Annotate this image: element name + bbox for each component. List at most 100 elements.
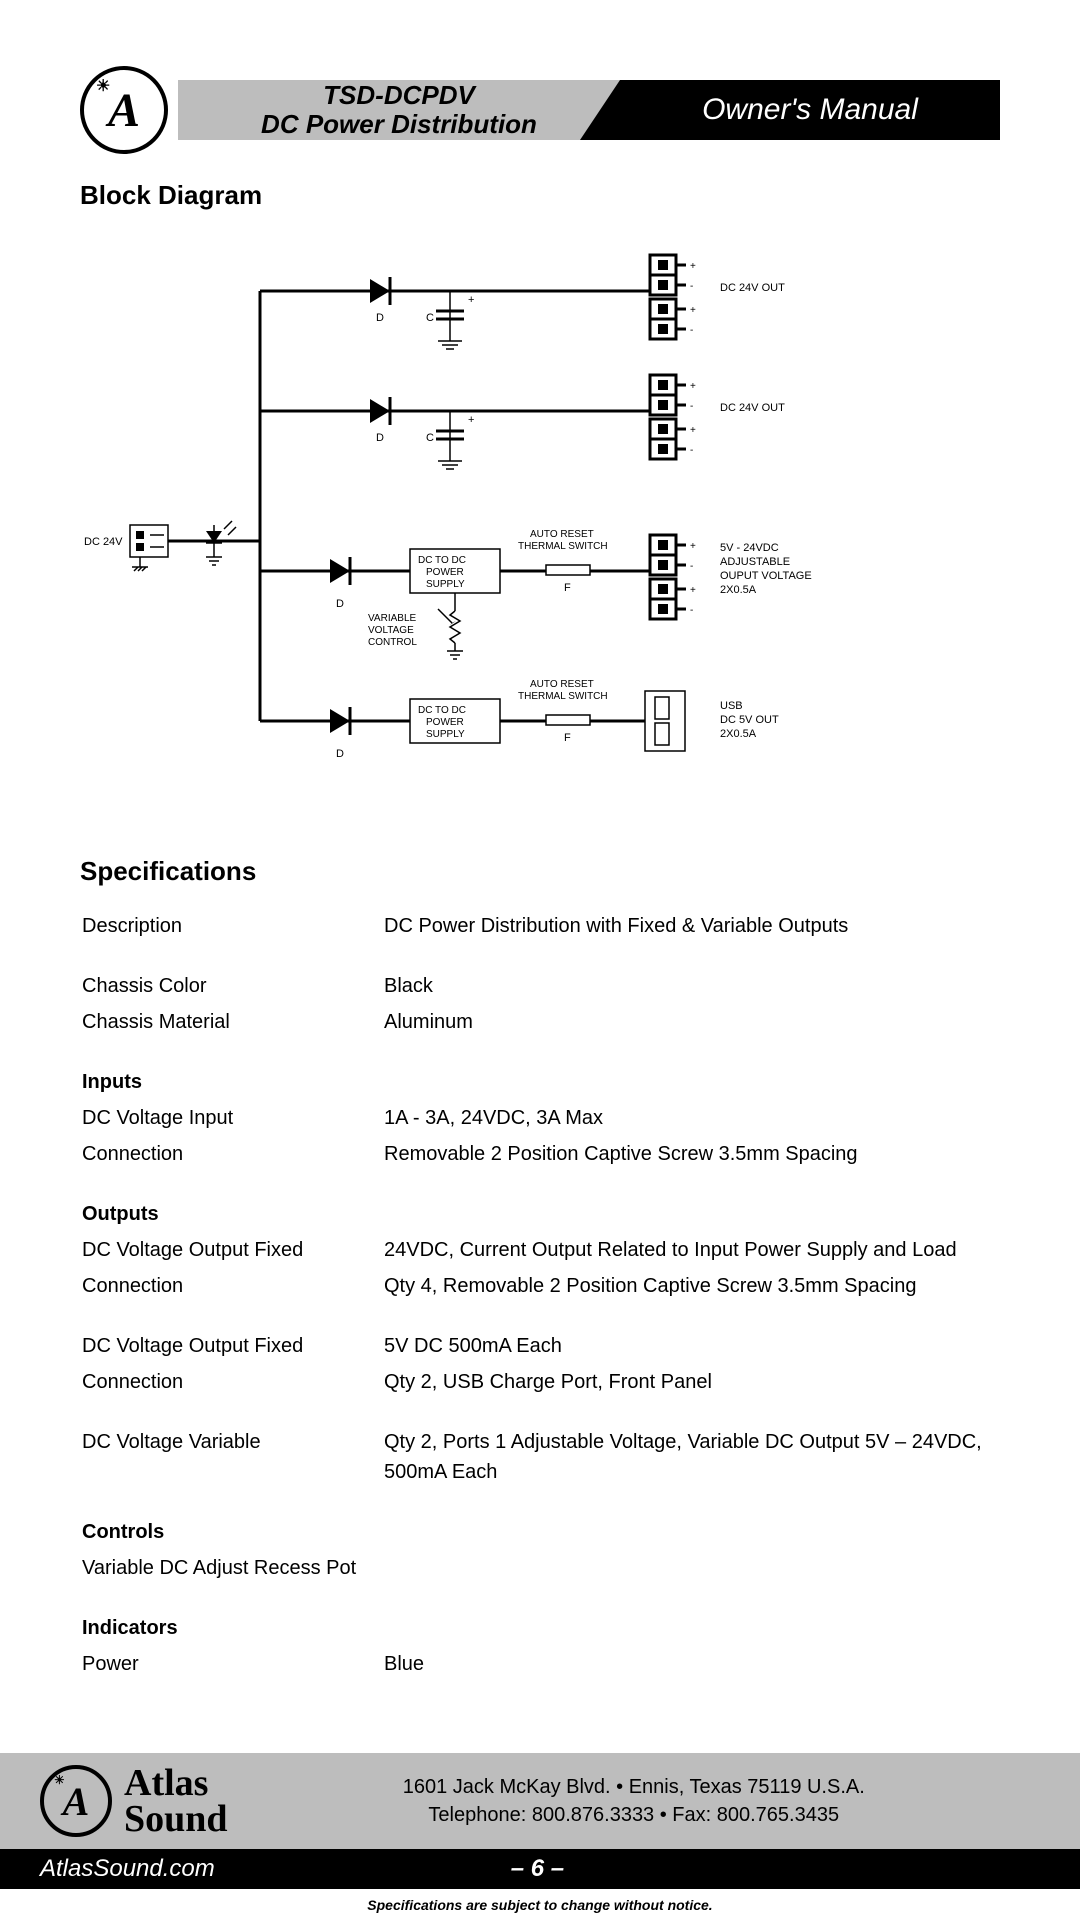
svg-text:SUPPLY: SUPPLY [426, 729, 465, 740]
svg-text:+: + [690, 585, 696, 596]
doc-type: Owner's Manual [620, 80, 1000, 140]
title-banner: TSD-DCPDV DC Power Distribution Owner's … [178, 80, 1000, 140]
spec-row: DC Voltage Input1A - 3A, 24VDC, 3A Max [82, 1101, 998, 1135]
svg-text:VARIABLE: VARIABLE [368, 613, 416, 624]
svg-text:THERMAL SWITCH: THERMAL SWITCH [518, 691, 608, 702]
spec-key: Connection [82, 1137, 382, 1171]
spec-value [384, 1551, 998, 1585]
spec-value [384, 1611, 998, 1645]
spec-row: DescriptionDC Power Distribution with Fi… [82, 909, 998, 943]
svg-text:VOLTAGE: VOLTAGE [368, 625, 414, 636]
spec-row: Controls [82, 1515, 998, 1549]
spec-value [384, 1197, 998, 1231]
spec-row: ConnectionQty 4, Removable 2 Position Ca… [82, 1269, 998, 1303]
specifications-heading: Specifications [80, 856, 1000, 887]
spec-row: DC Voltage VariableQty 2, Ports 1 Adjust… [82, 1425, 998, 1489]
svg-text:SUPPLY: SUPPLY [426, 579, 465, 590]
svg-text:2X0.5A: 2X0.5A [720, 584, 757, 596]
brand-line2: Sound [124, 1798, 228, 1840]
svg-text:OUPUT VOLTAGE: OUPUT VOLTAGE [720, 570, 812, 582]
svg-text:-: - [690, 401, 693, 412]
branch-1: D + C + - + - DC 24V OUT [260, 255, 785, 349]
svg-text:2X0.5A: 2X0.5A [720, 728, 757, 740]
svg-text:DC TO DC: DC TO DC [418, 555, 466, 566]
branch-3: D DC TO DC POWER SUPPLY VARIABLE VOLTAGE… [260, 529, 812, 659]
block-diagram: .ln{stroke:#000;stroke-width:1.5;fill:no… [80, 231, 1000, 831]
footer-phone: Telephone: 800.876.3333 • Fax: 800.765.3… [228, 1801, 1040, 1829]
spec-value: DC Power Distribution with Fixed & Varia… [384, 909, 998, 943]
svg-text:USB: USB [720, 700, 743, 712]
spec-value: 1A - 3A, 24VDC, 3A Max [384, 1101, 998, 1135]
svg-text:-: - [690, 281, 693, 292]
footer-address: 1601 Jack McKay Blvd. • Ennis, Texas 751… [228, 1773, 1040, 1801]
spec-value: Black [384, 969, 998, 1003]
brand-logo-icon: ☀A [80, 66, 168, 154]
spec-key: Outputs [82, 1197, 382, 1231]
svg-text:AUTO RESET: AUTO RESET [530, 529, 594, 540]
spec-value: Removable 2 Position Captive Screw 3.5mm… [384, 1137, 998, 1171]
svg-text:+: + [690, 261, 696, 272]
product-title: TSD-DCPDV DC Power Distribution [178, 81, 620, 138]
spec-key: Variable DC Adjust Recess Pot [82, 1551, 382, 1585]
spec-row: Outputs [82, 1197, 998, 1231]
svg-text:D: D [376, 312, 384, 324]
svg-text:-: - [690, 561, 693, 572]
svg-text:DC 24V OUT: DC 24V OUT [720, 402, 785, 414]
spec-key: DC Voltage Input [82, 1101, 382, 1135]
svg-text:+: + [690, 381, 696, 392]
svg-text:AUTO RESET: AUTO RESET [530, 679, 594, 690]
spec-row: Variable DC Adjust Recess Pot [82, 1551, 998, 1585]
svg-text:-: - [690, 605, 693, 616]
spec-key: Connection [82, 1365, 382, 1399]
svg-text:DC 24V OUT: DC 24V OUT [720, 282, 785, 294]
spec-row: PowerBlue [82, 1647, 998, 1681]
spec-value: 24VDC, Current Output Related to Input P… [384, 1233, 998, 1267]
input-connector: DC 24V [84, 525, 168, 571]
product-subtitle: DC Power Distribution [178, 110, 620, 139]
branch-2: D + C + - + - DC 24V OUT [260, 375, 785, 469]
svg-text:+: + [690, 425, 696, 436]
svg-text:DC 5V OUT: DC 5V OUT [720, 714, 779, 726]
spec-key: DC Voltage Output Fixed [82, 1329, 382, 1363]
spec-value: Aluminum [384, 1005, 998, 1039]
spec-key: Description [82, 909, 382, 943]
spec-row: Chassis MaterialAluminum [82, 1005, 998, 1039]
spec-value: Qty 4, Removable 2 Position Captive Scre… [384, 1269, 998, 1303]
input-label: DC 24V [84, 536, 123, 548]
svg-text:F: F [564, 732, 571, 744]
spec-value: Qty 2, USB Charge Port, Front Panel [384, 1365, 998, 1399]
spec-value [384, 1065, 998, 1099]
svg-text:POWER: POWER [426, 567, 464, 578]
page-number: – 6 – [215, 1855, 860, 1883]
spec-table: DescriptionDC Power Distribution with Fi… [80, 907, 1000, 1683]
spec-value: Blue [384, 1647, 998, 1681]
svg-text:C: C [426, 432, 434, 444]
spec-key: Power [82, 1647, 382, 1681]
spec-row: Chassis ColorBlack [82, 969, 998, 1003]
svg-text:C: C [426, 312, 434, 324]
spec-row: DC Voltage Output Fixed5V DC 500mA Each [82, 1329, 998, 1363]
spec-row: ConnectionQty 2, USB Charge Port, Front … [82, 1365, 998, 1399]
spec-value: 5V DC 500mA Each [384, 1329, 998, 1363]
block-diagram-heading: Block Diagram [80, 180, 1000, 211]
footer: ☀A AtlasSound 1601 Jack McKay Blvd. • En… [0, 1753, 1080, 1921]
footer-url: AtlasSound.com [40, 1855, 215, 1883]
spec-key: Indicators [82, 1611, 382, 1645]
product-model: TSD-DCPDV [178, 81, 620, 110]
spec-key: Chassis Material [82, 1005, 382, 1039]
spec-key: Inputs [82, 1065, 382, 1099]
svg-text:D: D [376, 432, 384, 444]
spec-key: Controls [82, 1515, 382, 1549]
footer-logo: ☀A AtlasSound [40, 1765, 228, 1837]
svg-text:+: + [690, 541, 696, 552]
svg-text:DC TO DC: DC TO DC [418, 705, 466, 716]
svg-text:5V - 24VDC: 5V - 24VDC [720, 542, 779, 554]
svg-text:+: + [468, 414, 474, 426]
svg-text:+: + [690, 305, 696, 316]
spec-key: DC Voltage Variable [82, 1425, 382, 1489]
svg-text:D: D [336, 748, 344, 760]
spec-key: Connection [82, 1269, 382, 1303]
disclaimer: Specifications are subject to change wit… [0, 1889, 1080, 1921]
svg-text:CONTROL: CONTROL [368, 637, 417, 648]
svg-text:D: D [336, 598, 344, 610]
